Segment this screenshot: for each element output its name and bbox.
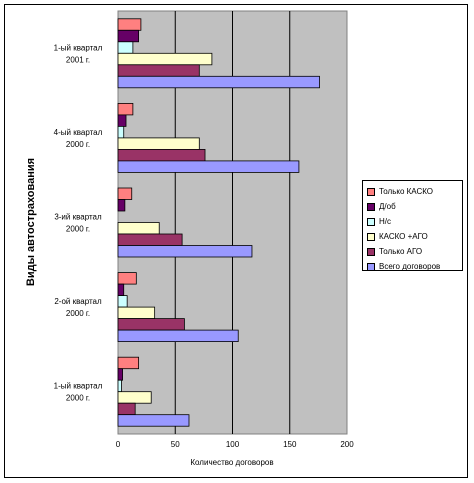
bar (117, 233, 183, 246)
y-axis-title: Виды автострахования (25, 158, 37, 286)
bar (117, 356, 140, 370)
bar (117, 306, 156, 320)
bar (117, 18, 142, 31)
x-tick-label: 100 (226, 440, 240, 449)
x-tick-label: 200 (340, 440, 354, 449)
x-tick-labels: 0 50 100 150 200 (116, 440, 354, 449)
bar (117, 222, 160, 235)
legend: Только КАСКО Д/об Н/с КАСКО +АГО Только АГО В… (362, 180, 463, 271)
bar (117, 64, 200, 77)
legend-label: Д/об (379, 202, 396, 211)
legend-label: Только АГО (379, 247, 423, 256)
bar (117, 52, 213, 66)
legend-item: Н/с (367, 214, 462, 229)
category-label: 1-ый квартал 2000 г. (54, 382, 103, 403)
bar (117, 114, 127, 127)
bar (117, 103, 134, 116)
bar (117, 391, 152, 404)
legend-label: Только КАСКО (379, 187, 434, 196)
legend-swatch (367, 232, 375, 241)
legend-item: КАСКО +АГО (367, 229, 462, 244)
legend-label: КАСКО +АГО (379, 232, 428, 241)
bar (117, 318, 185, 331)
bar (117, 148, 206, 162)
bar (117, 329, 239, 343)
bar (117, 402, 136, 416)
x-tick-label: 150 (283, 440, 297, 449)
bar (117, 245, 253, 258)
bar (117, 368, 123, 381)
bar (117, 283, 125, 297)
x-axis-title: Количество договоров (190, 458, 273, 467)
category-labels: 1-ый квартал 2001 г. 4-ый квартал 2000 г. 3-… (54, 43, 103, 402)
bar (117, 199, 126, 212)
bar (117, 75, 320, 89)
legend-swatch (367, 262, 375, 271)
category-label: 2-ой квартал 2000 г. (54, 297, 102, 318)
bar (117, 126, 125, 139)
bar (117, 137, 200, 150)
legend-swatch (367, 217, 375, 226)
legend-label: Н/с (379, 217, 391, 226)
legend-item: Д/об (367, 199, 462, 214)
legend-item: Только АГО (367, 244, 462, 259)
legend-label: Всего договоров (379, 262, 441, 271)
bar (117, 41, 134, 54)
legend-item: Только КАСКО (367, 184, 462, 199)
category-label: 3-ий квартал 2000 г. (54, 213, 102, 234)
category-label: 1-ый квартал 2001 г. (54, 43, 103, 64)
bar (117, 379, 122, 393)
bar (117, 187, 133, 200)
legend-swatch (367, 247, 375, 256)
bar (117, 272, 137, 285)
bar (117, 29, 140, 43)
bar (117, 414, 190, 427)
bar (117, 295, 128, 308)
legend-swatch (367, 187, 375, 196)
category-label: 4-ый квартал 2000 г. (54, 128, 103, 149)
x-tick-label: 0 (116, 440, 121, 449)
legend-item: Всего договоров (367, 259, 462, 274)
bar (117, 160, 300, 173)
bars-group (117, 18, 320, 427)
x-tick-label: 50 (171, 440, 180, 449)
legend-swatch (367, 202, 375, 211)
